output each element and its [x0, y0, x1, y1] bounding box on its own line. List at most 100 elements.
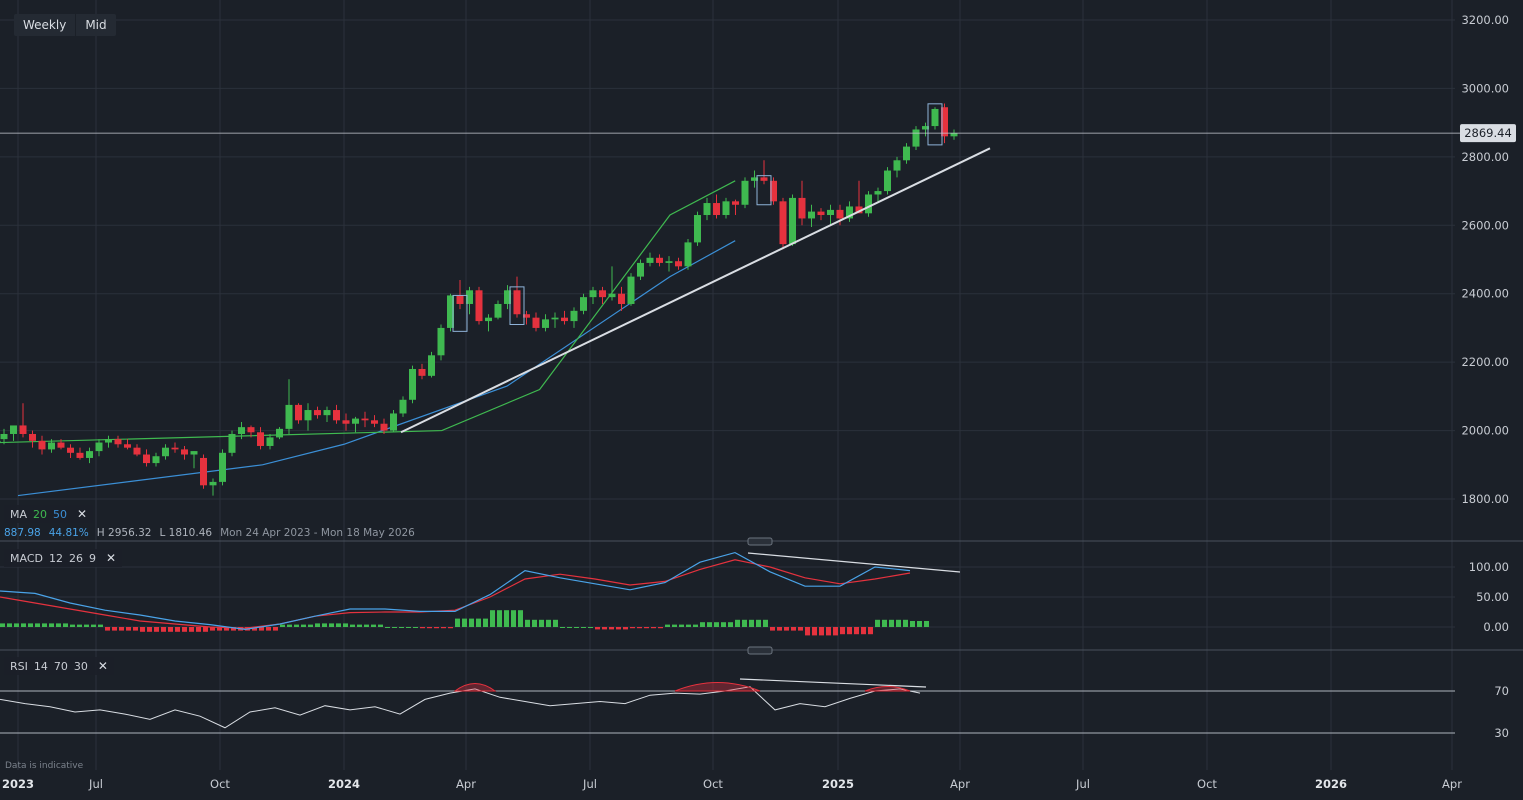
candle-body[interactable] — [209, 481, 217, 486]
candle-body[interactable] — [732, 201, 739, 205]
candle-body[interactable] — [428, 355, 435, 376]
candle-body[interactable] — [627, 276, 635, 304]
candle-body[interactable] — [86, 451, 93, 458]
candle-body[interactable] — [0, 433, 8, 440]
candle-body[interactable] — [703, 203, 711, 216]
panel-resize-handle[interactable] — [747, 646, 773, 655]
candle-body[interactable] — [399, 399, 407, 414]
candle-body[interactable] — [798, 197, 806, 219]
candle-body[interactable] — [29, 433, 36, 441]
candle-body[interactable] — [57, 442, 65, 448]
price-type-button[interactable]: Mid — [75, 14, 115, 36]
candle-body[interactable] — [637, 262, 644, 277]
candle-body[interactable] — [532, 317, 540, 328]
candle-body[interactable] — [200, 457, 207, 486]
candle-body[interactable] — [893, 160, 901, 171]
candle-body[interactable] — [333, 410, 340, 421]
candle-body[interactable] — [48, 442, 55, 450]
candle-body[interactable] — [494, 303, 502, 318]
candle-body[interactable] — [418, 368, 426, 376]
candle-body[interactable] — [133, 447, 141, 455]
candle-body[interactable] — [608, 293, 616, 298]
candle-body[interactable] — [618, 293, 625, 304]
candle-body[interactable] — [760, 177, 768, 181]
candle-body[interactable] — [247, 427, 255, 433]
candle-body[interactable] — [285, 404, 293, 429]
candle-body[interactable] — [817, 211, 825, 216]
candle-body[interactable] — [10, 425, 17, 434]
candle-body[interactable] — [466, 290, 473, 304]
candle-body[interactable] — [589, 290, 597, 298]
candle-body[interactable] — [114, 439, 122, 445]
candle-body[interactable] — [836, 209, 844, 219]
candle-body[interactable] — [352, 418, 359, 424]
candle-body[interactable] — [741, 180, 749, 205]
candle-body[interactable] — [19, 425, 27, 434]
candle-body[interactable] — [171, 447, 179, 450]
candle-body[interactable] — [931, 108, 939, 127]
candle-body[interactable] — [228, 433, 236, 453]
candle-body[interactable] — [238, 427, 245, 434]
candle-body[interactable] — [371, 420, 378, 424]
candle-body[interactable] — [646, 257, 654, 263]
candle-body[interactable] — [513, 290, 521, 315]
candle-body[interactable] — [162, 447, 169, 457]
candle-body[interactable] — [950, 133, 958, 137]
candle-body[interactable] — [694, 215, 701, 243]
candle-body[interactable] — [722, 201, 730, 216]
candle-body[interactable] — [257, 432, 264, 446]
candle-body[interactable] — [599, 290, 606, 298]
candle-body[interactable] — [665, 261, 673, 263]
candle-body[interactable] — [751, 177, 758, 181]
candle-body[interactable] — [219, 452, 226, 482]
candle-body[interactable] — [570, 310, 578, 322]
candle-body[interactable] — [266, 437, 274, 446]
candle-body[interactable] — [314, 410, 321, 416]
candle-body[interactable] — [152, 456, 160, 464]
candle-body[interactable] — [884, 170, 891, 192]
macd-close-icon[interactable]: ✕ — [105, 551, 117, 565]
candle-body[interactable] — [342, 420, 350, 424]
rsi-close-icon[interactable]: ✕ — [97, 659, 108, 673]
candle-body[interactable] — [485, 317, 492, 322]
candle-body[interactable] — [846, 206, 853, 219]
panel-resize-handle[interactable] — [747, 537, 773, 546]
candle-body[interactable] — [76, 452, 84, 458]
candle-body[interactable] — [143, 454, 150, 464]
candle-body[interactable] — [551, 317, 559, 320]
candle-body[interactable] — [684, 242, 692, 267]
candle-body[interactable] — [409, 368, 416, 400]
candle-body[interactable] — [190, 451, 198, 455]
candle-body[interactable] — [903, 146, 910, 161]
candle-body[interactable] — [865, 194, 872, 214]
ma-close-icon[interactable]: ✕ — [77, 507, 88, 521]
candle-body[interactable] — [295, 404, 302, 421]
candle-body[interactable] — [808, 211, 815, 219]
candle-body[interactable] — [912, 129, 920, 147]
candle-body[interactable] — [124, 444, 131, 448]
macd-divergence-line[interactable] — [747, 552, 961, 573]
candle-body[interactable] — [779, 201, 787, 245]
candle-body[interactable] — [523, 314, 530, 318]
candle-body[interactable] — [504, 290, 511, 304]
rsi-divergence-line[interactable] — [739, 678, 927, 688]
candle-body[interactable] — [580, 297, 587, 311]
candle-body[interactable] — [542, 319, 549, 328]
candle-body[interactable] — [38, 440, 46, 450]
candle-body[interactable] — [827, 209, 834, 216]
candle-body[interactable] — [437, 327, 445, 356]
candle-body[interactable] — [105, 439, 112, 443]
candle-body[interactable] — [713, 203, 720, 216]
support-trendline[interactable] — [400, 147, 991, 434]
candle-body[interactable] — [770, 180, 777, 202]
candle-body[interactable] — [67, 447, 74, 453]
candle-body[interactable] — [447, 295, 454, 328]
candle-body[interactable] — [361, 418, 369, 421]
candle-body[interactable] — [475, 290, 483, 322]
candle-body[interactable] — [656, 257, 663, 263]
candle-body[interactable] — [789, 197, 796, 245]
interval-button[interactable]: Weekly — [23, 18, 67, 32]
candle-body[interactable] — [456, 295, 464, 304]
candle-body[interactable] — [941, 107, 948, 137]
candle-body[interactable] — [276, 428, 283, 438]
